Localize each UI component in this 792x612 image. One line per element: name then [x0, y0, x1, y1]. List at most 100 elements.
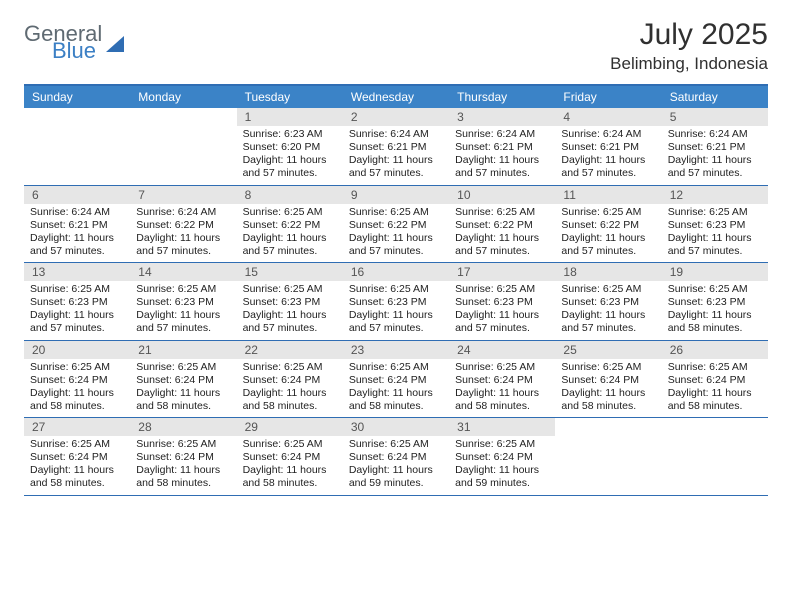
day-number: 4 — [555, 108, 661, 126]
brand-triangle-icon — [106, 36, 124, 52]
daylight-line: Daylight: 11 hours and 57 minutes. — [561, 309, 655, 335]
dow-wednesday: Wednesday — [343, 86, 449, 108]
sunset-line: Sunset: 6:21 PM — [561, 141, 655, 154]
daylight-line: Daylight: 11 hours and 58 minutes. — [668, 387, 762, 413]
day-number: 16 — [343, 263, 449, 281]
day-info: Sunrise: 6:25 AMSunset: 6:23 PMDaylight:… — [662, 204, 768, 263]
daylight-line: Daylight: 11 hours and 57 minutes. — [30, 309, 124, 335]
sunrise-line: Sunrise: 6:25 AM — [243, 283, 337, 296]
sunset-line: Sunset: 6:23 PM — [243, 296, 337, 309]
sunset-line: Sunset: 6:22 PM — [561, 219, 655, 232]
daylight-line: Daylight: 11 hours and 57 minutes. — [243, 309, 337, 335]
day-info: Sunrise: 6:25 AMSunset: 6:23 PMDaylight:… — [555, 281, 661, 340]
calendar-cell: 8Sunrise: 6:25 AMSunset: 6:22 PMDaylight… — [237, 186, 343, 263]
day-info: Sunrise: 6:24 AMSunset: 6:22 PMDaylight:… — [130, 204, 236, 263]
calendar-cell: 27Sunrise: 6:25 AMSunset: 6:24 PMDayligh… — [24, 418, 130, 495]
day-number: 22 — [237, 341, 343, 359]
calendar-cell: 10Sunrise: 6:25 AMSunset: 6:22 PMDayligh… — [449, 186, 555, 263]
day-number: 13 — [24, 263, 130, 281]
day-number: 2 — [343, 108, 449, 126]
day-info: Sunrise: 6:24 AMSunset: 6:21 PMDaylight:… — [449, 126, 555, 185]
sunset-line: Sunset: 6:24 PM — [30, 374, 124, 387]
daylight-line: Daylight: 11 hours and 58 minutes. — [349, 387, 443, 413]
daylight-line: Daylight: 11 hours and 58 minutes. — [668, 309, 762, 335]
day-info: Sunrise: 6:24 AMSunset: 6:21 PMDaylight:… — [555, 126, 661, 185]
sunset-line: Sunset: 6:21 PM — [30, 219, 124, 232]
calendar-cell: 18Sunrise: 6:25 AMSunset: 6:23 PMDayligh… — [555, 263, 661, 340]
day-info: Sunrise: 6:25 AMSunset: 6:23 PMDaylight:… — [343, 281, 449, 340]
day-info: Sunrise: 6:25 AMSunset: 6:23 PMDaylight:… — [130, 281, 236, 340]
sunset-line: Sunset: 6:24 PM — [349, 451, 443, 464]
daylight-line: Daylight: 11 hours and 57 minutes. — [455, 154, 549, 180]
dow-header-row: Sunday Monday Tuesday Wednesday Thursday… — [24, 86, 768, 108]
sunrise-line: Sunrise: 6:25 AM — [561, 361, 655, 374]
sunset-line: Sunset: 6:24 PM — [668, 374, 762, 387]
day-info: Sunrise: 6:25 AMSunset: 6:22 PMDaylight:… — [555, 204, 661, 263]
daylight-line: Daylight: 11 hours and 57 minutes. — [349, 232, 443, 258]
sunset-line: Sunset: 6:24 PM — [455, 374, 549, 387]
daylight-line: Daylight: 11 hours and 57 minutes. — [136, 309, 230, 335]
calendar-week-row: 27Sunrise: 6:25 AMSunset: 6:24 PMDayligh… — [24, 418, 768, 496]
day-info: Sunrise: 6:25 AMSunset: 6:23 PMDaylight:… — [449, 281, 555, 340]
day-number: 9 — [343, 186, 449, 204]
sunrise-line: Sunrise: 6:24 AM — [668, 128, 762, 141]
calendar-cell: 13Sunrise: 6:25 AMSunset: 6:23 PMDayligh… — [24, 263, 130, 340]
sunset-line: Sunset: 6:23 PM — [561, 296, 655, 309]
daylight-line: Daylight: 11 hours and 57 minutes. — [455, 232, 549, 258]
sunset-line: Sunset: 6:23 PM — [30, 296, 124, 309]
day-info: Sunrise: 6:25 AMSunset: 6:24 PMDaylight:… — [24, 436, 130, 495]
day-info: Sunrise: 6:24 AMSunset: 6:21 PMDaylight:… — [343, 126, 449, 185]
sunrise-line: Sunrise: 6:25 AM — [243, 438, 337, 451]
day-number: 28 — [130, 418, 236, 436]
day-info: Sunrise: 6:25 AMSunset: 6:22 PMDaylight:… — [237, 204, 343, 263]
calendar-week-row: 6Sunrise: 6:24 AMSunset: 6:21 PMDaylight… — [24, 186, 768, 264]
day-number: 26 — [662, 341, 768, 359]
sunset-line: Sunset: 6:23 PM — [136, 296, 230, 309]
sunset-line: Sunset: 6:23 PM — [668, 296, 762, 309]
day-info: Sunrise: 6:25 AMSunset: 6:24 PMDaylight:… — [130, 359, 236, 418]
sunset-line: Sunset: 6:24 PM — [243, 451, 337, 464]
day-number: 6 — [24, 186, 130, 204]
sunrise-line: Sunrise: 6:25 AM — [455, 438, 549, 451]
sunrise-line: Sunrise: 6:25 AM — [561, 206, 655, 219]
day-number: 18 — [555, 263, 661, 281]
day-info: Sunrise: 6:24 AMSunset: 6:21 PMDaylight:… — [662, 126, 768, 185]
sunrise-line: Sunrise: 6:25 AM — [455, 283, 549, 296]
calendar-week-row: 20Sunrise: 6:25 AMSunset: 6:24 PMDayligh… — [24, 341, 768, 419]
daylight-line: Daylight: 11 hours and 57 minutes. — [668, 232, 762, 258]
daylight-line: Daylight: 11 hours and 58 minutes. — [455, 387, 549, 413]
sunrise-line: Sunrise: 6:25 AM — [349, 283, 443, 296]
day-number: 19 — [662, 263, 768, 281]
calendar-cell: 14Sunrise: 6:25 AMSunset: 6:23 PMDayligh… — [130, 263, 236, 340]
day-info: Sunrise: 6:25 AMSunset: 6:24 PMDaylight:… — [237, 436, 343, 495]
calendar-week-row: 13Sunrise: 6:25 AMSunset: 6:23 PMDayligh… — [24, 263, 768, 341]
page-title: July 2025 — [610, 18, 768, 52]
calendar-cell: 22Sunrise: 6:25 AMSunset: 6:24 PMDayligh… — [237, 341, 343, 418]
sunset-line: Sunset: 6:24 PM — [30, 451, 124, 464]
daylight-line: Daylight: 11 hours and 57 minutes. — [243, 154, 337, 180]
daylight-line: Daylight: 11 hours and 59 minutes. — [349, 464, 443, 490]
day-number: 24 — [449, 341, 555, 359]
calendar-cell: 19Sunrise: 6:25 AMSunset: 6:23 PMDayligh… — [662, 263, 768, 340]
day-number: 27 — [24, 418, 130, 436]
calendar-cell: 9Sunrise: 6:25 AMSunset: 6:22 PMDaylight… — [343, 186, 449, 263]
calendar-cell: 26Sunrise: 6:25 AMSunset: 6:24 PMDayligh… — [662, 341, 768, 418]
daylight-line: Daylight: 11 hours and 57 minutes. — [136, 232, 230, 258]
calendar-cell: 23Sunrise: 6:25 AMSunset: 6:24 PMDayligh… — [343, 341, 449, 418]
day-info: Sunrise: 6:24 AMSunset: 6:21 PMDaylight:… — [24, 204, 130, 263]
calendar-cell: 21Sunrise: 6:25 AMSunset: 6:24 PMDayligh… — [130, 341, 236, 418]
day-info: Sunrise: 6:25 AMSunset: 6:22 PMDaylight:… — [449, 204, 555, 263]
day-info: Sunrise: 6:25 AMSunset: 6:22 PMDaylight:… — [343, 204, 449, 263]
dow-monday: Monday — [130, 86, 236, 108]
brand-text: General Blue — [24, 24, 102, 62]
daylight-line: Daylight: 11 hours and 57 minutes. — [561, 232, 655, 258]
sunset-line: Sunset: 6:22 PM — [243, 219, 337, 232]
sunset-line: Sunset: 6:20 PM — [243, 141, 337, 154]
calendar-week-row: 1Sunrise: 6:23 AMSunset: 6:20 PMDaylight… — [24, 108, 768, 186]
sunset-line: Sunset: 6:24 PM — [349, 374, 443, 387]
day-info: Sunrise: 6:25 AMSunset: 6:24 PMDaylight:… — [449, 359, 555, 418]
day-number: 30 — [343, 418, 449, 436]
daylight-line: Daylight: 11 hours and 57 minutes. — [349, 154, 443, 180]
day-info: Sunrise: 6:25 AMSunset: 6:24 PMDaylight:… — [130, 436, 236, 495]
sunrise-line: Sunrise: 6:23 AM — [243, 128, 337, 141]
